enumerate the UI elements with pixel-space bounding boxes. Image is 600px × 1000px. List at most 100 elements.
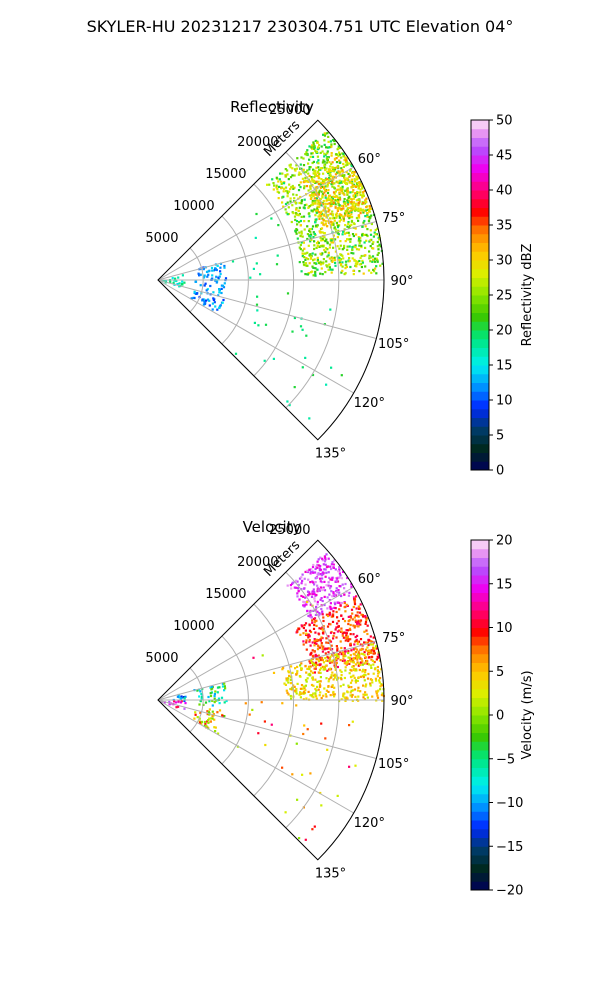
echo-gate [343, 659, 346, 662]
echo-gate [323, 560, 327, 563]
echo-gate [369, 682, 372, 685]
echo-gate [304, 629, 307, 632]
echo-gate [296, 798, 299, 801]
echo-gate [348, 224, 352, 227]
echo-gate [356, 611, 359, 614]
echo-gate [220, 287, 223, 290]
echo-gate [198, 695, 201, 698]
echo-gate [356, 653, 360, 656]
echo-gate [350, 206, 353, 209]
echo-gate [323, 166, 326, 169]
echo-gate [314, 581, 317, 584]
echo-gate [307, 636, 310, 639]
echo-gate [304, 583, 307, 586]
echo-gate [222, 286, 226, 289]
echo-gate [345, 181, 348, 184]
echo-gate [362, 211, 365, 214]
echo-gate [347, 212, 350, 215]
echo-gate [354, 208, 358, 212]
echo-gate [321, 613, 324, 616]
echo-gate [307, 189, 310, 192]
echo-gate [255, 303, 259, 306]
echo-gate [344, 636, 347, 639]
echo-gate [335, 221, 338, 224]
echo-gate [329, 613, 332, 616]
echo-gate [354, 185, 358, 188]
echo-gate [308, 174, 311, 178]
echo-gate [352, 674, 355, 677]
echo-gate [260, 701, 263, 704]
echo-gate [337, 570, 340, 573]
echo-gate [325, 177, 329, 181]
echo-gate [331, 221, 334, 224]
echo-gate [306, 569, 309, 572]
echo-gate [359, 620, 362, 623]
echo-gate [314, 139, 317, 142]
echo-gate [263, 720, 266, 723]
echo-gate [302, 595, 305, 598]
echo-gate [364, 671, 367, 674]
echo-gate [212, 269, 215, 272]
echo-gate [317, 166, 320, 169]
echo-gate [299, 696, 302, 699]
echo-gate [349, 633, 352, 636]
echo-gate [334, 190, 337, 193]
echo-gate [352, 652, 355, 655]
echo-gate [316, 584, 319, 587]
echo-gate [190, 297, 193, 300]
echo-gate [302, 252, 305, 255]
echo-gate [312, 588, 315, 591]
echo-gate [282, 190, 285, 193]
echo-gate [341, 180, 345, 183]
echo-gate [315, 197, 318, 200]
echo-gate [319, 262, 322, 265]
echo-gate [317, 241, 320, 245]
echo-gate [270, 723, 273, 726]
echo-gate [203, 298, 206, 301]
echo-gate [346, 177, 349, 180]
echo-gate [345, 634, 348, 637]
echo-gate [284, 683, 287, 686]
echo-gate [335, 661, 338, 665]
colorbar-segment [471, 863, 489, 873]
echo-gate [213, 718, 216, 721]
echo-gate [304, 596, 307, 599]
echo-gate [341, 152, 344, 155]
echo-gate [178, 696, 181, 699]
echo-gate [340, 678, 343, 681]
echo-gate [337, 589, 340, 592]
echo-gate [223, 701, 226, 704]
echo-gate [329, 676, 332, 679]
echo-gate [318, 168, 321, 171]
echo-gate [335, 161, 339, 164]
echo-gate [380, 683, 383, 686]
echo-gate [316, 148, 319, 151]
echo-gate [297, 214, 300, 217]
echo-gate [193, 717, 196, 720]
echo-gate [352, 661, 355, 664]
echo-gate [323, 236, 326, 239]
echo-gate [369, 640, 372, 643]
echo-gate [319, 214, 323, 217]
echo-gate [298, 598, 301, 601]
echo-gate [364, 615, 367, 618]
echo-gate [321, 150, 324, 153]
echo-gate [348, 217, 351, 220]
echo-gate [315, 189, 318, 192]
echo-gate [347, 238, 350, 241]
echo-gate [311, 590, 314, 593]
echo-gate [320, 178, 323, 181]
echo-gate [343, 601, 346, 605]
colorbar-segment [471, 680, 489, 690]
echo-gate [223, 282, 226, 285]
echo-gate [322, 133, 325, 136]
echo-gate [354, 647, 357, 650]
echo-gate [381, 684, 384, 687]
echo-gate [309, 614, 312, 617]
echo-gate [334, 658, 337, 661]
echo-gate [213, 301, 216, 304]
echo-gate [279, 172, 282, 175]
echo-gate [302, 168, 305, 171]
echo-gate [309, 197, 312, 200]
